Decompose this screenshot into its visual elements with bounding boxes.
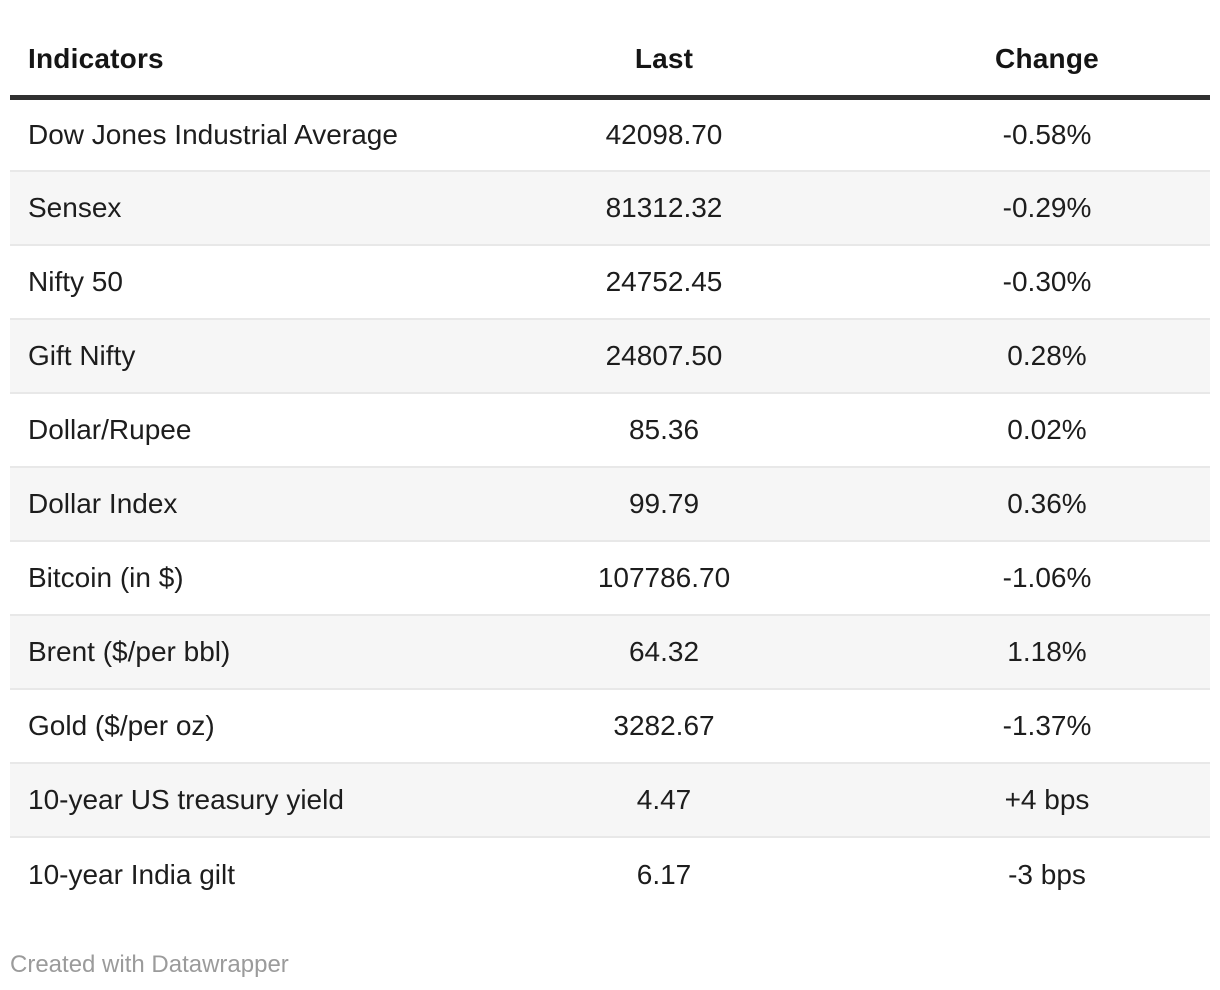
cell-change: -1.06% (1002, 562, 1092, 593)
table-row: Dollar/Rupee 85.36 0.02% (10, 393, 1210, 467)
cell-last: 24807.50 (605, 340, 723, 371)
cell-change: 0.02% (1007, 414, 1087, 445)
cell-indicator: Bitcoin (in $) (28, 562, 184, 593)
cell-last: 85.36 (628, 414, 700, 445)
datawrapper-credit-link[interactable]: Created with Datawrapper (10, 951, 289, 978)
cell-change: 1.18% (1007, 636, 1087, 667)
table-row: 10-year India gilt 6.17 -3 bps (10, 837, 1210, 911)
cell-last: 81312.32 (605, 192, 723, 223)
cell-change: -0.30% (1002, 266, 1092, 297)
cell-indicator: Brent ($/per bbl) (28, 636, 231, 667)
cell-indicator: Nifty 50 (28, 266, 123, 297)
cell-indicator: 10-year India gilt (28, 858, 236, 890)
table-header: Indicators Last Change (10, 0, 1210, 100)
table-row: Brent ($/per bbl) 64.32 1.18% (10, 615, 1210, 689)
cell-last: 107786.70 (597, 562, 731, 593)
cell-indicator: 10-year US treasury yield (28, 784, 344, 815)
cell-change: -0.58% (1002, 118, 1092, 150)
cell-change: +4 bps (1004, 784, 1090, 815)
cell-last: 99.79 (628, 488, 700, 519)
table-row: Bitcoin (in $) 107786.70 -1.06% (10, 541, 1210, 615)
table-container: Indicators Last Change Dow Jones Industr… (10, 0, 1210, 911)
cell-indicator: Dollar/Rupee (28, 414, 192, 445)
chart-footer: Created with Datawrapper (10, 951, 1210, 979)
table-row: Gold ($/per oz) 3282.67 -1.37% (10, 689, 1210, 763)
column-header-indicators: Indicators (10, 0, 444, 100)
cell-last: 4.47 (636, 784, 692, 815)
table-row: Dow Jones Industrial Average 42098.70 -0.5… (10, 97, 1210, 171)
cell-change: 0.36% (1007, 488, 1087, 519)
table-row: 10-year US treasury yield 4.47 +4 bps (10, 763, 1210, 837)
header-row: Indicators Last Change (10, 0, 1210, 100)
cell-indicator: Gold ($/per oz) (28, 710, 215, 741)
cell-indicator: Sensex (28, 192, 122, 223)
column-header-change: Change (884, 0, 1210, 100)
cell-last: 24752.45 (605, 266, 723, 297)
table-row: Gift Nifty 24807.50 0.28% (10, 319, 1210, 393)
indicators-table: Indicators Last Change Dow Jones Industr… (10, 0, 1210, 911)
cell-last: 42098.70 (605, 118, 723, 150)
cell-indicator: Dollar Index (28, 488, 178, 519)
table-row: Sensex 81312.32 -0.29% (10, 171, 1210, 245)
column-header-last: Last (444, 0, 884, 100)
cell-change: -3 bps (1008, 858, 1086, 890)
table-body: Dow Jones Industrial Average 42098.70 -0.5… (10, 97, 1210, 911)
cell-indicator: Dow Jones Industrial Average (28, 118, 398, 150)
cell-change: 0.28% (1007, 340, 1087, 371)
cell-indicator: Gift Nifty (28, 340, 136, 371)
cell-change: -0.29% (1002, 192, 1092, 223)
cell-last: 3282.67 (613, 710, 715, 741)
cell-change: -1.37% (1002, 710, 1092, 741)
cell-last: 6.17 (636, 858, 692, 890)
table-row: Dollar Index 99.79 0.36% (10, 467, 1210, 541)
cell-last: 64.32 (628, 636, 700, 667)
table-row: Nifty 50 24752.45 -0.30% (10, 245, 1210, 319)
